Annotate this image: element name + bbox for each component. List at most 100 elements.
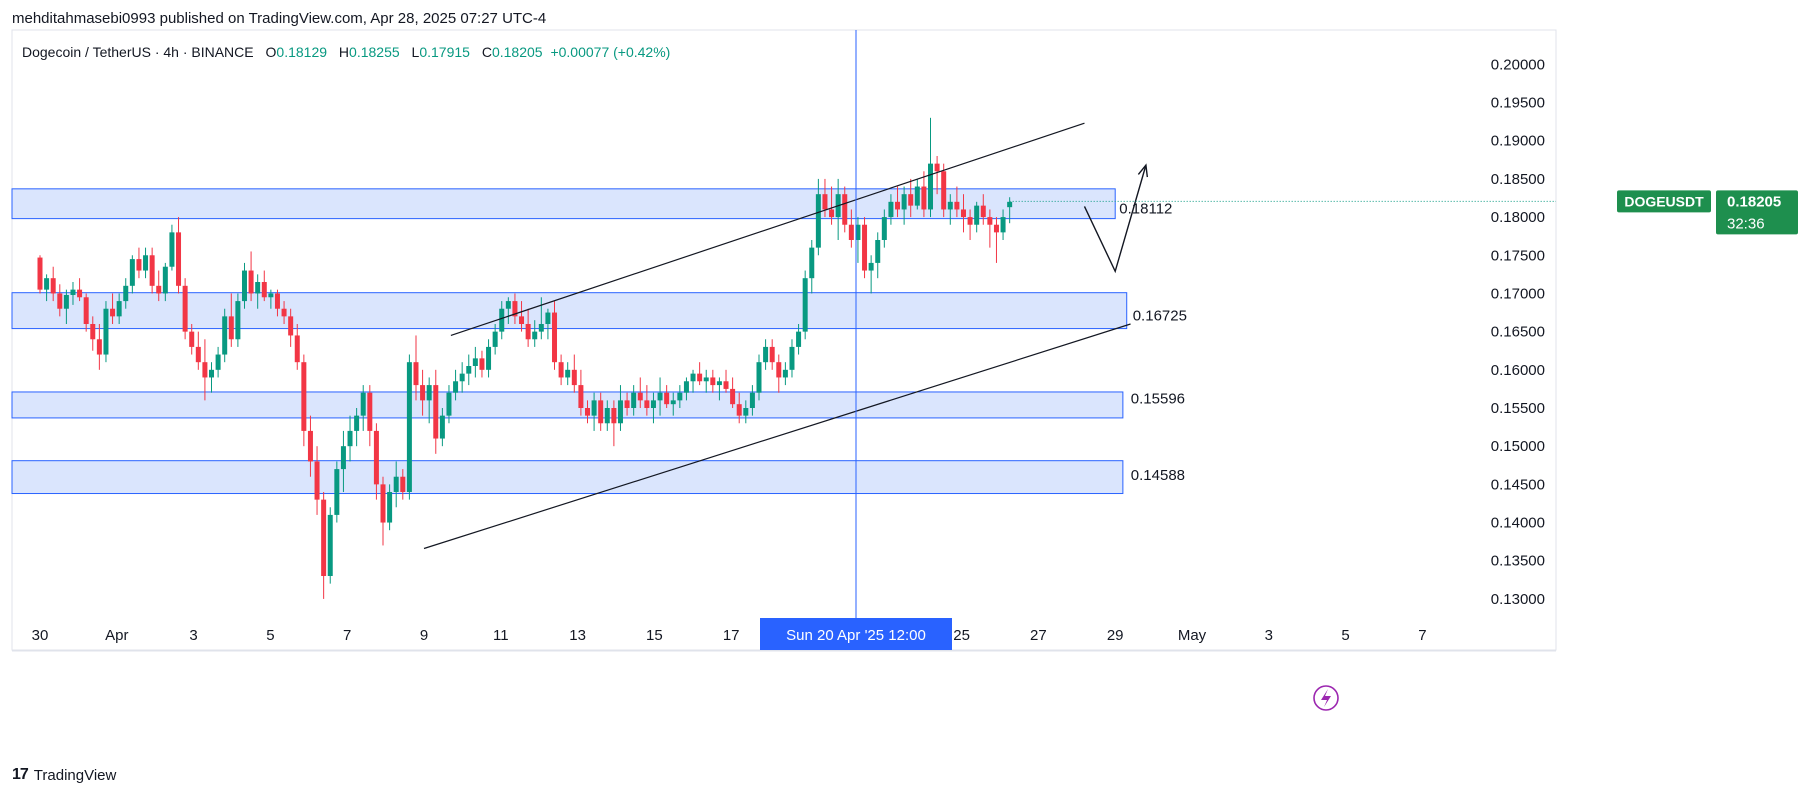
candle	[993, 217, 999, 263]
candle	[327, 507, 333, 584]
candle	[670, 392, 676, 416]
candle	[756, 354, 762, 401]
x-tick-label: 5	[266, 627, 274, 644]
zone-level-label: 0.15596	[1131, 390, 1185, 407]
tradingview-logo[interactable]: 17 TradingView	[12, 766, 116, 784]
candle	[420, 369, 426, 416]
x-tick-label: 9	[420, 627, 428, 644]
candle	[479, 350, 485, 378]
candle	[162, 262, 168, 302]
candle-body	[763, 346, 769, 363]
sr-zone-3	[11, 391, 1124, 419]
candle-body	[730, 388, 736, 405]
candle-body	[558, 362, 564, 378]
projection-path	[1083, 164, 1147, 274]
x-tick-label: 15	[646, 627, 663, 644]
candle	[274, 289, 280, 317]
candle-body	[644, 400, 650, 408]
candle	[110, 293, 116, 324]
candle	[796, 324, 802, 355]
candle-body	[571, 369, 577, 386]
candle	[241, 262, 247, 309]
candle	[644, 385, 650, 416]
x-tick-label: 7	[343, 627, 351, 644]
candle	[202, 339, 208, 401]
candle-body	[439, 415, 445, 439]
candle-body	[413, 362, 419, 386]
candle-body	[96, 339, 102, 355]
candle-body	[116, 301, 122, 317]
y-tick-label: 0.15500	[1491, 400, 1545, 417]
candle-body	[736, 404, 742, 416]
candle	[512, 293, 518, 324]
candle	[690, 369, 696, 393]
candle	[189, 324, 195, 355]
candle	[941, 163, 947, 218]
candle-body	[604, 408, 610, 424]
candle	[499, 301, 505, 340]
candle-body	[400, 476, 406, 492]
candle	[604, 400, 610, 431]
candle-body	[228, 316, 234, 340]
candle	[235, 293, 241, 347]
candle-body	[420, 385, 426, 401]
candle	[294, 324, 300, 370]
candle	[934, 156, 940, 195]
candle-body	[749, 392, 755, 408]
candle-body	[176, 232, 182, 286]
candle-body	[499, 308, 505, 332]
candle	[928, 117, 934, 218]
candle-body	[248, 270, 254, 294]
candle	[228, 293, 234, 347]
x-tick-label: 11	[493, 627, 509, 644]
candle	[664, 385, 670, 408]
candle-body	[617, 400, 623, 424]
candle	[472, 346, 478, 378]
candle	[914, 178, 920, 210]
high-value: 0.18255	[349, 44, 400, 60]
candle	[123, 278, 129, 309]
x-tick-label: 27	[1030, 627, 1047, 644]
crosshair-time-label: Sun 20 Apr '25 12:00	[760, 618, 952, 650]
candle	[736, 392, 742, 424]
candle-body	[842, 194, 848, 225]
candle	[195, 331, 201, 370]
close-value: 0.18205	[491, 44, 543, 60]
candle-body	[90, 324, 96, 340]
candle-body	[881, 217, 887, 240]
y-tick-label: 0.20000	[1491, 56, 1545, 73]
symbol-label[interactable]: Dogecoin / TetherUS · 4h · BINANCE	[22, 44, 254, 60]
candle	[532, 320, 538, 347]
price-tag: DOGEUSDT 0.18205 32:36	[1617, 190, 1798, 235]
candle	[710, 369, 716, 393]
brand-name: TradingView	[33, 766, 117, 784]
candle	[459, 362, 465, 393]
price-tag-bg	[1716, 190, 1798, 235]
y-tick-label: 0.15000	[1491, 438, 1545, 455]
candle-body	[611, 408, 617, 424]
candle-body	[162, 266, 168, 294]
candle-body	[433, 385, 439, 439]
candle-body	[928, 163, 934, 210]
candle-body	[347, 430, 353, 447]
candle	[789, 339, 795, 378]
candle	[453, 369, 459, 401]
candle	[360, 385, 366, 431]
candle-body	[367, 392, 373, 431]
y-tick-label: 0.13500	[1491, 553, 1545, 570]
candle-body	[334, 469, 340, 515]
candle-body	[822, 194, 828, 210]
candle-body	[472, 358, 478, 366]
candle-body	[512, 301, 518, 317]
change-value: +0.00077 (+0.42%)	[550, 44, 671, 60]
candle-body	[83, 297, 89, 324]
candle	[901, 186, 907, 225]
lightning-icon[interactable]	[1313, 685, 1339, 711]
candle-body	[756, 362, 762, 393]
candle	[63, 289, 69, 324]
candle-body	[406, 362, 412, 492]
candle-body	[268, 293, 274, 298]
candle-body	[862, 224, 868, 271]
close-label: C	[481, 44, 492, 60]
